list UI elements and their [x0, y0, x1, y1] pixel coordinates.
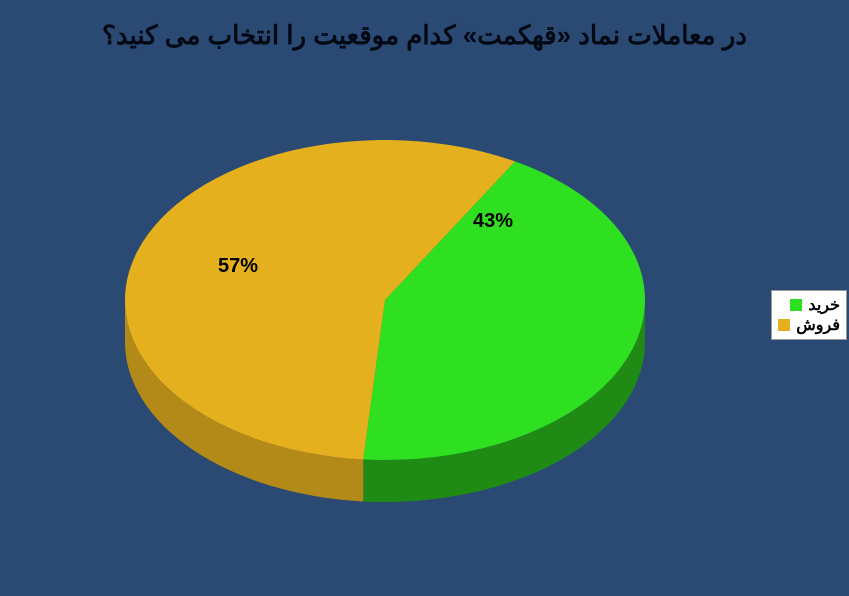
legend-swatch-0 — [790, 299, 802, 311]
slice-label-1: 57% — [218, 255, 258, 278]
legend-item-0: خرید — [778, 295, 840, 315]
legend-swatch-1 — [778, 319, 790, 331]
legend-label-0: خرید — [808, 295, 840, 315]
legend: خرید فروش — [771, 290, 847, 340]
legend-label-1: فروش — [796, 315, 840, 335]
chart-title: در معاملات نماد «قهکمت» کدام موقعیت را ا… — [0, 20, 849, 51]
slice-label-0: 43% — [473, 210, 513, 233]
legend-item-1: فروش — [778, 315, 840, 335]
pie-chart: 43% 57% — [85, 90, 685, 550]
